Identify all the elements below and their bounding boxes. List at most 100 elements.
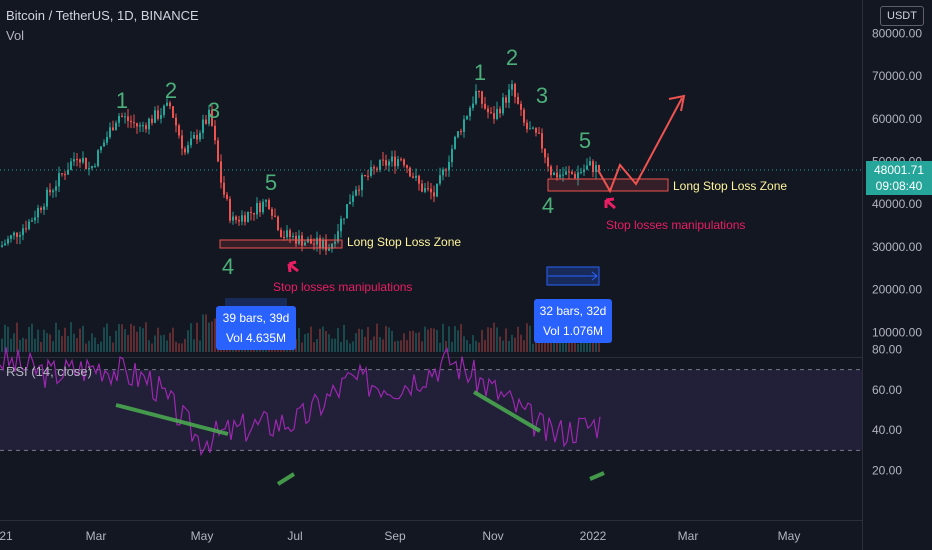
- volume-bar: [361, 329, 363, 352]
- rsi-trendline-2: [276, 472, 296, 486]
- volume-bar: [103, 327, 105, 352]
- volume-indicator-label[interactable]: Vol: [6, 28, 25, 43]
- candle-body: [64, 174, 66, 176]
- candle-body: [409, 167, 411, 177]
- candle-body: [61, 173, 63, 175]
- volume-bar: [523, 340, 525, 352]
- price-tick-label: 60000.00: [872, 112, 922, 126]
- volume-bar: [94, 337, 96, 352]
- price-tick-label: 70000.00: [872, 69, 922, 83]
- volume-bar: [82, 325, 84, 352]
- volume-bar: [505, 328, 507, 352]
- candle-body: [487, 108, 489, 113]
- candle-body: [391, 156, 393, 162]
- candle-body: [598, 165, 600, 171]
- volume-bar: [496, 327, 498, 352]
- rsi-tick-label: 80.00: [872, 342, 902, 356]
- volume-bar: [433, 328, 435, 352]
- candle-body: [22, 228, 24, 236]
- volume-bar: [406, 340, 408, 352]
- candle-body: [277, 216, 279, 231]
- candle-body: [112, 127, 114, 131]
- volume-bar: [301, 342, 303, 352]
- symbol-title[interactable]: Bitcoin / TetherUS, 1D, BINANCE: [6, 8, 199, 23]
- volume-bar: [85, 343, 87, 352]
- candle-body: [427, 188, 429, 190]
- volume-bar: [160, 335, 162, 352]
- candle-body: [79, 159, 81, 163]
- projection-arrowhead: [668, 94, 686, 112]
- candle-body: [103, 142, 105, 147]
- candle-body: [589, 161, 591, 166]
- volume-bar: [31, 323, 33, 352]
- volume-bar: [466, 340, 468, 352]
- candle-body: [28, 221, 30, 230]
- candle-body: [73, 159, 75, 162]
- candle-body: [7, 238, 9, 244]
- candle-body: [535, 127, 537, 133]
- time-tick-label: May: [191, 529, 214, 543]
- rsi-tick-label: 20.00: [872, 464, 902, 478]
- volume-bar: [70, 322, 72, 352]
- volume-bar: [49, 334, 51, 352]
- last-price-value: 48001.71: [873, 163, 925, 177]
- candle-body: [232, 216, 234, 221]
- volume-bar: [364, 336, 366, 352]
- candle-body: [253, 212, 255, 215]
- volume-bar: [355, 333, 357, 352]
- candle-body: [490, 112, 492, 114]
- price-tick-label: 10000.00: [872, 325, 922, 339]
- candle-body: [430, 188, 432, 193]
- candle-body: [292, 235, 294, 238]
- wave-label-2-2: 2: [506, 45, 518, 70]
- candle-body: [100, 146, 102, 151]
- time-tick-label: Mar: [86, 529, 107, 543]
- volume-bar: [25, 338, 27, 352]
- candle-body: [502, 97, 504, 114]
- candle-body: [283, 236, 285, 238]
- candle-body: [331, 243, 333, 249]
- candle-body: [382, 159, 384, 161]
- volume-bar: [106, 323, 108, 352]
- volume-bar: [478, 342, 480, 352]
- volume-bar: [205, 314, 207, 352]
- volume-bar: [403, 333, 405, 352]
- volume-bar: [208, 322, 210, 352]
- time-tick-label: May: [778, 529, 801, 543]
- candle-body: [517, 96, 519, 104]
- rsi-trendline-4: [589, 471, 605, 481]
- candle-body: [442, 169, 444, 176]
- candle-body: [457, 131, 459, 137]
- wave-label-1-5: 5: [265, 170, 277, 195]
- measure-bars-2: 32 bars, 32d: [539, 304, 607, 318]
- candle-body: [280, 230, 282, 237]
- candle-body: [106, 137, 108, 143]
- price-axis-border: [862, 0, 863, 550]
- candle-body: [97, 150, 99, 167]
- volume-bar: [454, 326, 456, 352]
- candle-body: [571, 171, 573, 175]
- candle-body: [310, 238, 312, 244]
- candle-body: [445, 169, 447, 171]
- candle-body: [400, 159, 402, 161]
- candle-body: [121, 115, 123, 117]
- candle-body: [157, 110, 159, 119]
- rsi-indicator-label[interactable]: RSI (14, close): [6, 364, 92, 379]
- candle-body: [226, 194, 228, 199]
- volume-bar: [40, 342, 42, 352]
- candle-body: [172, 106, 174, 118]
- volume-bar: [58, 329, 60, 352]
- candle-body: [118, 115, 120, 123]
- candle-body: [4, 243, 6, 246]
- measure-vol-1: Vol 4.635M: [225, 331, 287, 345]
- candle-body: [484, 103, 486, 109]
- candle-body: [346, 204, 348, 219]
- rsi-line: [0, 346, 601, 457]
- candle-body: [40, 207, 42, 210]
- candle-body: [88, 168, 90, 170]
- wave-label-1-1: 1: [116, 88, 128, 113]
- volume-bar: [388, 327, 390, 352]
- time-tick-label: Jul: [287, 529, 302, 543]
- currency-button[interactable]: USDT: [880, 6, 924, 26]
